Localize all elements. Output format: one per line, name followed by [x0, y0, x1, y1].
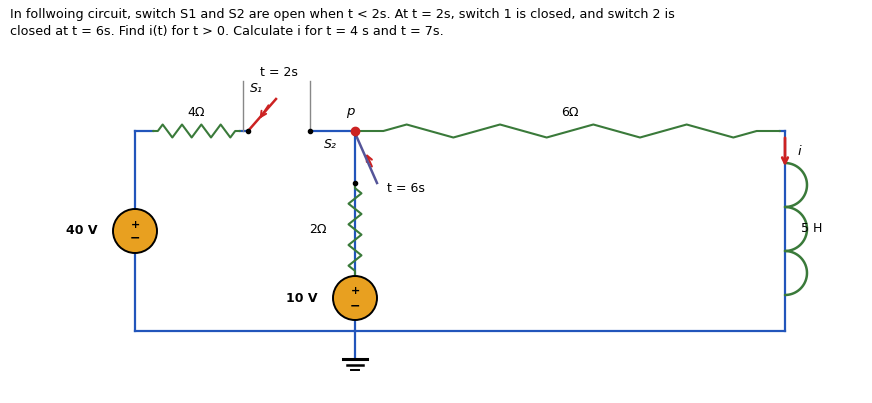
Text: t = 6s: t = 6s	[387, 183, 425, 195]
Text: In follwoing circuit, switch S1 and S2 are open when t < 2s. At t = 2s, switch 1: In follwoing circuit, switch S1 and S2 a…	[10, 8, 675, 38]
Text: S₁: S₁	[250, 82, 262, 95]
Text: −: −	[350, 299, 360, 312]
Text: 5 H: 5 H	[801, 222, 822, 235]
Text: 10 V: 10 V	[285, 291, 317, 305]
Text: S₂: S₂	[324, 139, 337, 152]
Text: 4Ω: 4Ω	[187, 106, 205, 119]
Text: 2Ω: 2Ω	[310, 223, 327, 236]
Text: +: +	[131, 220, 140, 229]
Text: 6Ω: 6Ω	[562, 106, 579, 119]
Text: −: −	[130, 232, 140, 245]
Circle shape	[333, 276, 377, 320]
Text: p: p	[346, 105, 354, 118]
Text: +: +	[351, 287, 359, 297]
Text: 40 V: 40 V	[65, 224, 97, 237]
Text: i: i	[798, 145, 801, 158]
Circle shape	[113, 209, 157, 253]
Text: t = 2s: t = 2s	[260, 66, 298, 79]
